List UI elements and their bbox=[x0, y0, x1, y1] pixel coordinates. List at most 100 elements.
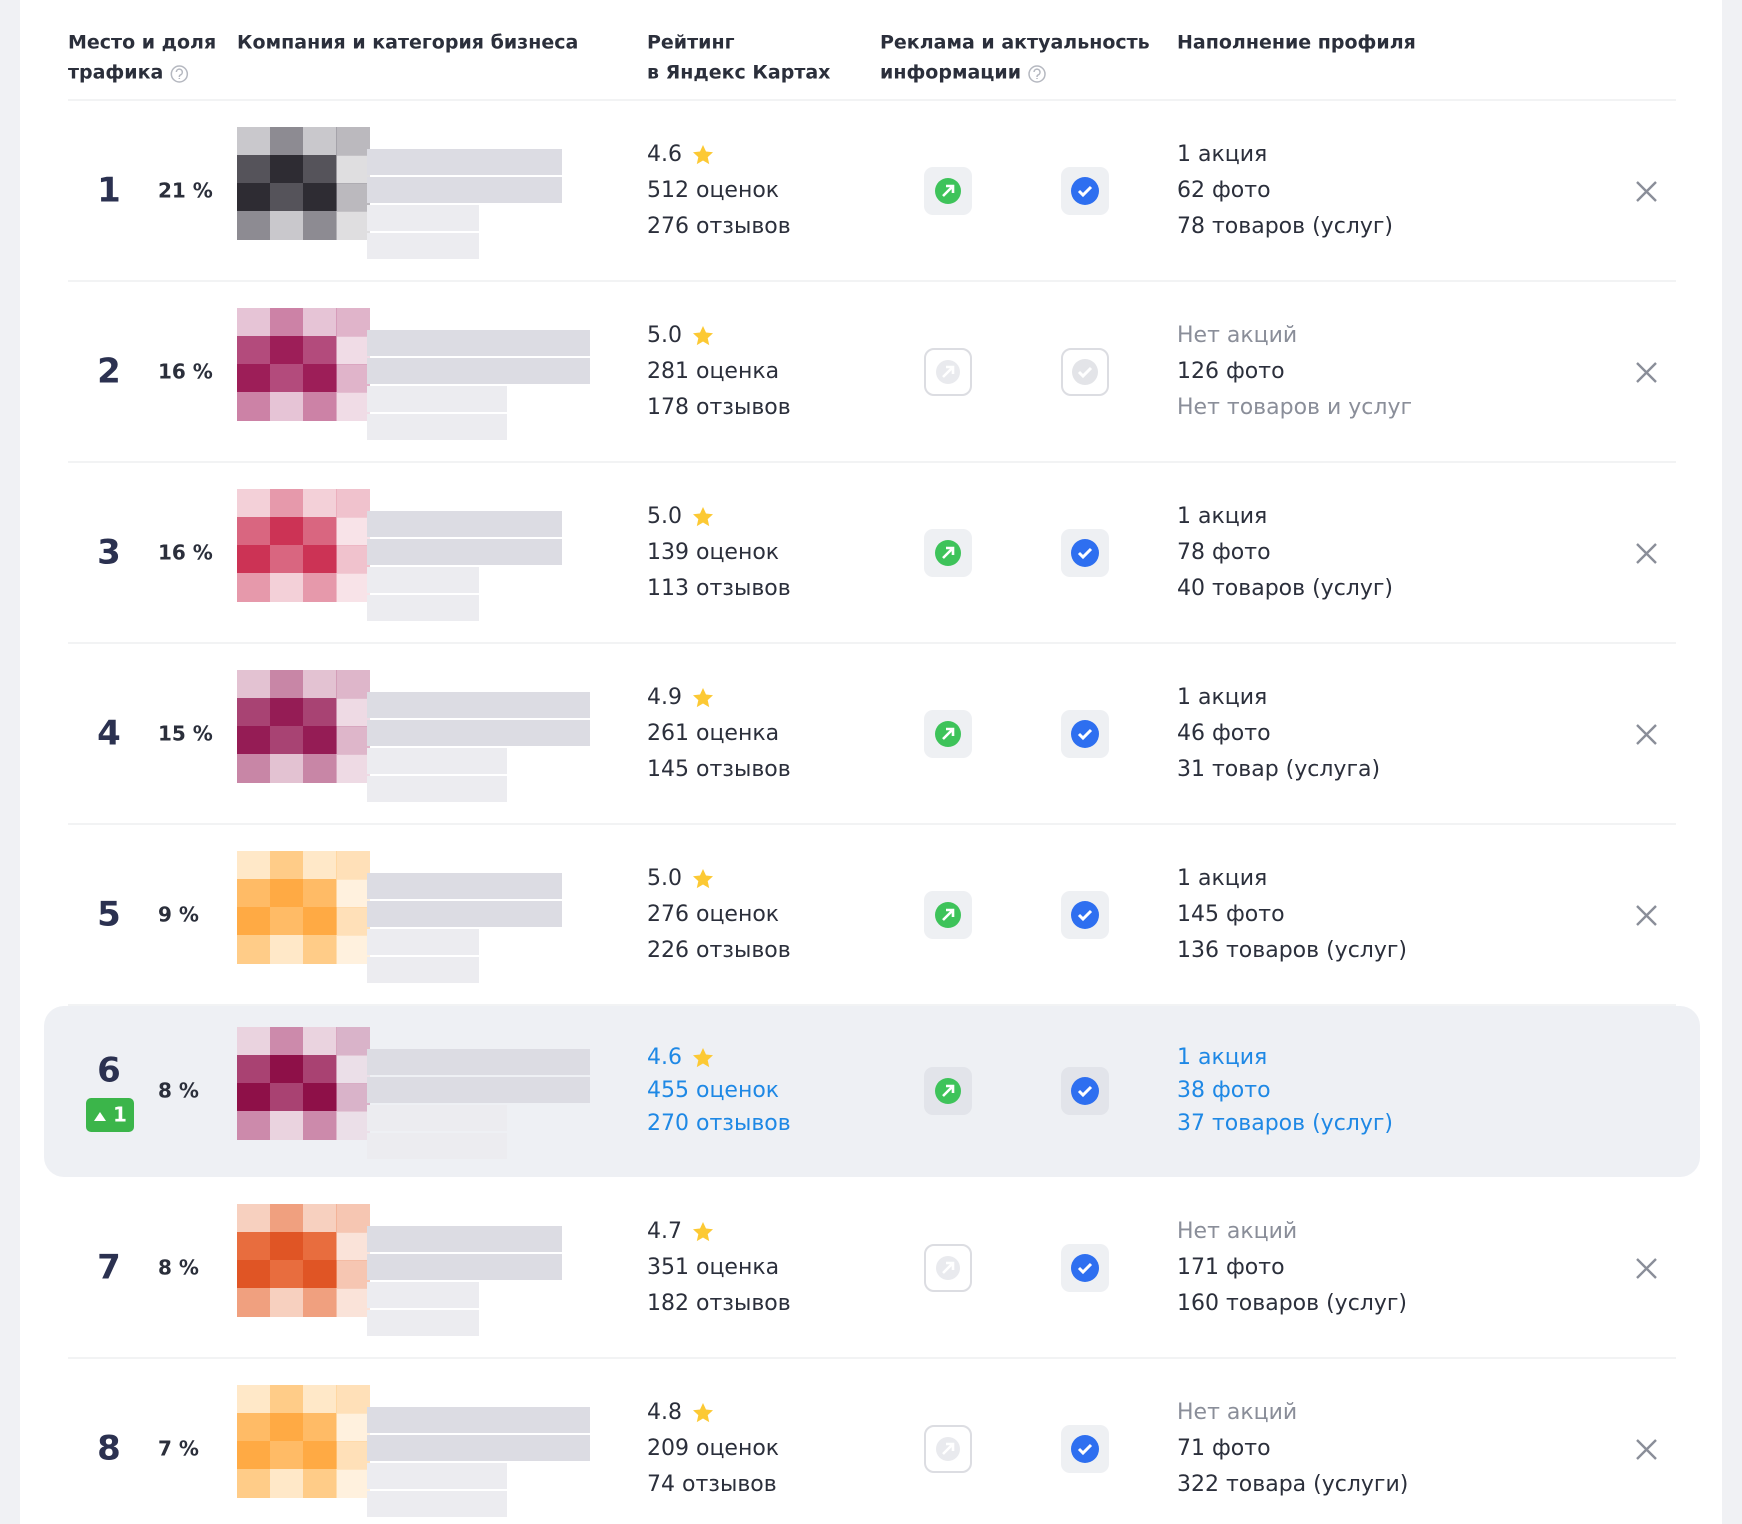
logo-pixel bbox=[270, 183, 304, 212]
products: 136 товаров (услуг) bbox=[1177, 938, 1407, 963]
logo-pixel bbox=[303, 754, 337, 783]
logo-pixel bbox=[303, 1111, 337, 1140]
ratings-count: 455 оценок bbox=[647, 1078, 779, 1103]
logo-pixel bbox=[237, 698, 271, 727]
help-icon-mark bbox=[175, 68, 184, 79]
star-icon bbox=[693, 1403, 713, 1423]
logo-pixel bbox=[303, 211, 337, 240]
logo-pixel bbox=[270, 517, 304, 546]
logo-pixel bbox=[237, 1288, 271, 1317]
traffic-share: 15 % bbox=[158, 722, 213, 746]
remove-button[interactable] bbox=[1636, 181, 1657, 202]
traffic-share: 8 % bbox=[158, 1079, 199, 1103]
logo-pixel bbox=[303, 1288, 337, 1317]
logo-pixel bbox=[237, 127, 271, 156]
logo-pixel bbox=[237, 726, 271, 755]
logo-pixel bbox=[237, 1083, 271, 1112]
remove-button[interactable] bbox=[1636, 724, 1657, 745]
logo-pixel bbox=[336, 1469, 370, 1498]
logo-pixel bbox=[270, 308, 304, 337]
logo-pixel bbox=[303, 670, 337, 699]
reviews-count: 226 отзывов bbox=[647, 938, 791, 963]
star-icon bbox=[693, 507, 713, 527]
logo-pixel bbox=[336, 1204, 370, 1233]
logo-pixel bbox=[270, 211, 304, 240]
verified-check bbox=[1077, 547, 1093, 560]
name-blur bbox=[367, 1435, 590, 1461]
change-badge bbox=[86, 1098, 134, 1132]
logo-pixel bbox=[336, 183, 370, 212]
ad-icon-arrow bbox=[942, 727, 955, 740]
remove-button[interactable] bbox=[1636, 1439, 1657, 1460]
name-blur bbox=[367, 205, 479, 231]
name-blur bbox=[367, 1077, 590, 1103]
logo-pixel bbox=[237, 489, 271, 518]
logo-pixel bbox=[336, 364, 370, 393]
logo-pixel bbox=[237, 364, 271, 393]
logo-pixel bbox=[270, 1083, 304, 1112]
logo-pixel bbox=[270, 726, 304, 755]
name-blur bbox=[367, 1254, 562, 1280]
logo-pixel bbox=[336, 1288, 370, 1317]
traffic-share: 16 % bbox=[158, 541, 213, 565]
logo-pixel bbox=[237, 907, 271, 936]
remove-button[interactable] bbox=[1636, 543, 1657, 564]
logo-pixel bbox=[270, 127, 304, 156]
remove-button[interactable] bbox=[1636, 905, 1657, 926]
remove-button[interactable] bbox=[1636, 1258, 1657, 1279]
logo-pixel bbox=[303, 364, 337, 393]
logo-pixel bbox=[336, 1111, 370, 1140]
name-blur bbox=[367, 330, 590, 356]
ad-icon-arrow bbox=[942, 1261, 955, 1274]
logo-pixel bbox=[237, 851, 271, 880]
logo-pixel bbox=[237, 517, 271, 546]
promo: 1 акция bbox=[1177, 1045, 1267, 1070]
verified-check bbox=[1077, 1443, 1093, 1456]
ratings-count: 209 оценок bbox=[647, 1436, 779, 1461]
logo-pixel bbox=[270, 1204, 304, 1233]
name-blur bbox=[367, 929, 479, 955]
logo-pixel bbox=[237, 1111, 271, 1140]
help-icon bbox=[170, 65, 189, 83]
rating: 5.0 bbox=[647, 866, 682, 891]
logo-pixel bbox=[303, 1441, 337, 1470]
ad-icon-arrow bbox=[942, 1442, 955, 1455]
logo-pixel bbox=[237, 754, 271, 783]
logo-pixel bbox=[270, 1469, 304, 1498]
ad-icon-arrow bbox=[942, 1084, 955, 1097]
logo-pixel bbox=[270, 364, 304, 393]
logo-pixel bbox=[336, 308, 370, 337]
ratings-count: 351 оценка bbox=[647, 1255, 779, 1280]
name-blur bbox=[367, 1407, 590, 1433]
logo-pixel bbox=[237, 183, 271, 212]
rating: 4.6 bbox=[647, 142, 682, 167]
name-blur bbox=[367, 957, 479, 983]
logo-pixel bbox=[336, 1055, 370, 1084]
products: 37 товаров (услуг) bbox=[1177, 1111, 1393, 1136]
promo: Нет акций bbox=[1177, 323, 1297, 348]
verified-check bbox=[1077, 1262, 1093, 1275]
logo-pixel bbox=[270, 879, 304, 908]
logo-pixel bbox=[336, 698, 370, 727]
promo: 1 акция bbox=[1177, 504, 1267, 529]
logo-pixel bbox=[303, 517, 337, 546]
logo-pixel bbox=[237, 392, 271, 421]
name-blur bbox=[367, 1310, 479, 1336]
logo-pixel bbox=[303, 1413, 337, 1442]
star-icon bbox=[693, 1048, 713, 1068]
reviews-count: 182 отзывов bbox=[647, 1291, 791, 1316]
logo-pixel bbox=[237, 1385, 271, 1414]
logo-pixel bbox=[237, 545, 271, 574]
logo-pixel bbox=[303, 1469, 337, 1498]
name-blur bbox=[367, 748, 507, 774]
ad-icon-arrow bbox=[942, 546, 955, 559]
logo-pixel bbox=[303, 1204, 337, 1233]
logo-pixel bbox=[303, 935, 337, 964]
remove-button[interactable] bbox=[1636, 362, 1657, 383]
logo-pixel bbox=[336, 879, 370, 908]
logo-pixel bbox=[336, 336, 370, 365]
logo-pixel bbox=[237, 1441, 271, 1470]
place: 7 bbox=[97, 1248, 121, 1288]
rating: 4.6 bbox=[647, 1045, 682, 1070]
logo-pixel bbox=[336, 851, 370, 880]
